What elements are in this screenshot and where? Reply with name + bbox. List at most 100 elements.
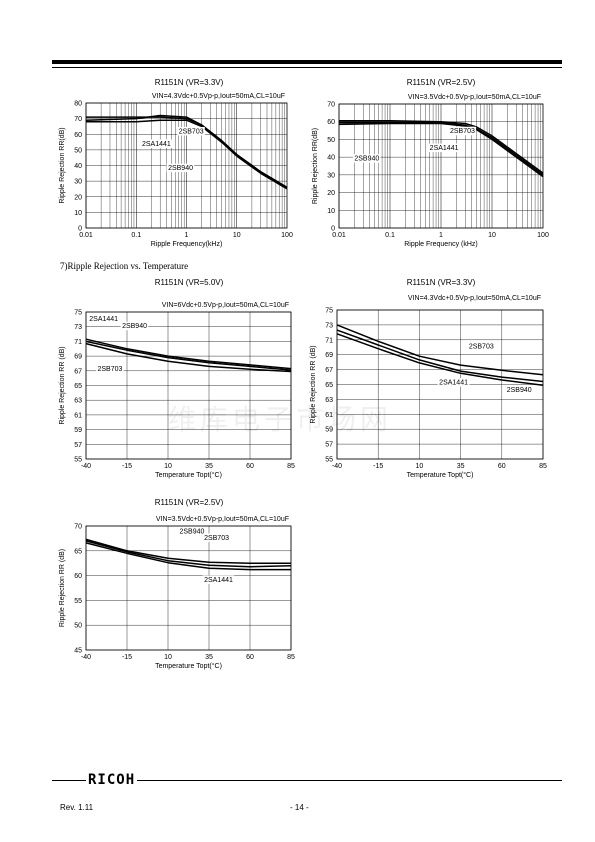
chart5-xtick-1: -15 <box>122 654 132 661</box>
chart5-subtitle: VIN=3.5Vdc+0.5Vp-p,Iout=50mA,CL=10uF <box>156 516 289 523</box>
chart5-xtick-2: 10 <box>164 654 172 661</box>
section-label: 7)Ripple Rejection vs. Temperature <box>60 261 189 271</box>
chart5-ytick-4: 65 <box>74 548 82 555</box>
chart2-xtick-2: 1 <box>439 232 443 239</box>
chart2-xtick-4: 100 <box>537 232 549 239</box>
chart2-ytick-1: 10 <box>327 208 335 215</box>
chart5-xlabel: Temperature Topt(°C) <box>155 662 222 670</box>
chart2-ylabel: Ripple Rejection RR(dB) <box>312 128 319 204</box>
chart4-xtick-3: 35 <box>457 463 465 470</box>
chart4-ylabel: Ripple Rejection RR (dB) <box>310 345 317 423</box>
chart1-ytick-0: 0 <box>78 226 82 233</box>
chart2-label-bg-1 <box>428 143 460 153</box>
chart5-ytick-1: 50 <box>74 623 82 630</box>
chart3-ytick-5: 65 <box>74 383 82 390</box>
chart5-label-2SB703: 2SB703 <box>204 535 229 542</box>
chart1-series-2SB703 <box>85 114 288 189</box>
chart4-label-2SA1441: 2SA1441 <box>439 380 468 387</box>
chart3-label-bg-2 <box>95 364 124 373</box>
chart5-label-2SA1441: 2SA1441 <box>204 577 233 584</box>
chart3-frame <box>85 311 292 460</box>
chart4-xlabel: Temperature Topt(°C) <box>407 471 474 479</box>
chart1-label-bg-2 <box>166 163 195 173</box>
chart5-ytick-3: 60 <box>74 573 82 580</box>
chart4-ytick-10: 75 <box>325 308 333 315</box>
chart1-ytick-8: 80 <box>74 101 82 108</box>
chart5-label-bg-1 <box>202 533 231 542</box>
chart1-ytick-6: 60 <box>74 132 82 139</box>
chart1-ytick-7: 70 <box>74 116 82 123</box>
chart2-ytick-0: 0 <box>331 226 335 233</box>
chart3-xtick-2: 10 <box>164 463 172 470</box>
chart3-ytick-0: 55 <box>74 457 82 464</box>
chart4-ytick-4: 63 <box>325 397 333 404</box>
chart1-ytick-5: 50 <box>74 147 82 154</box>
chart2-ytick-7: 70 <box>327 102 335 109</box>
chart3-ytick-10: 75 <box>74 310 82 317</box>
chart3-series-2SB940 <box>85 340 292 371</box>
chart3-ytick-9: 73 <box>74 324 82 331</box>
chart3-ytick-4: 63 <box>74 398 82 405</box>
chart4-xtick-1: -15 <box>373 463 383 470</box>
chart2-ytick-5: 50 <box>327 137 335 144</box>
chart3-label-bg-0 <box>87 314 120 323</box>
footer-rule <box>52 780 562 781</box>
chart5-label-2SB940: 2SB940 <box>179 528 204 535</box>
chart3-label-bg-1 <box>120 321 149 331</box>
chart4-series-2SB703 <box>336 324 544 376</box>
chart1-label-bg-1 <box>140 139 173 148</box>
watermark: 维库电子市场网 <box>168 403 393 436</box>
chart4-label-2SB940: 2SB940 <box>507 387 532 394</box>
chart4-label-bg-2 <box>505 385 533 394</box>
chart1-subtitle: VIN=4.3Vdc+0.5Vp-p,Iout=50mA,CL=10uF <box>152 93 285 100</box>
chart2-label-bg-0 <box>448 126 477 136</box>
chart1-xtick-1: 0.1 <box>131 232 141 239</box>
chart1-label-2SB940: 2SB940 <box>168 165 193 172</box>
chart3-label-2SB940: 2SB940 <box>122 323 147 330</box>
revision-label: Rev. 1.11 <box>60 803 94 812</box>
chart4-series-2SA1441 <box>336 329 544 383</box>
chart5-ylabel: Ripple Rejection RR (dB) <box>59 549 66 627</box>
chart4-ytick-6: 67 <box>325 367 333 374</box>
chart5-xtick-5: 85 <box>287 654 295 661</box>
chart4-ytick-2: 59 <box>325 427 333 434</box>
chart3-xtick-1: -15 <box>122 463 132 470</box>
chart5-title: R1151N (VR=2.5V) <box>155 498 224 507</box>
chart2-ytick-2: 20 <box>327 190 335 197</box>
chart5-ytick-0: 45 <box>74 648 82 655</box>
chart3-label-2SB703: 2SB703 <box>97 366 122 373</box>
chart2-ytick-6: 60 <box>327 119 335 126</box>
chart1-ytick-3: 30 <box>74 179 82 186</box>
chart4-ytick-7: 69 <box>325 352 333 359</box>
chart5-xtick-0: -40 <box>81 654 91 661</box>
chart3-ytick-7: 69 <box>74 354 82 361</box>
chart2-xtick-1: 0.1 <box>385 232 395 239</box>
chart5-label-bg-0 <box>177 526 206 536</box>
chart4-xtick-4: 60 <box>498 463 506 470</box>
header-rule-thick <box>52 60 562 64</box>
chart4-title: R1151N (VR=3.3V) <box>407 278 476 287</box>
chart4-subtitle: VIN=4.3Vdc+0.5Vp-p,Iout=50mA,CL=10uF <box>408 295 541 302</box>
chart3-ytick-1: 57 <box>74 442 82 449</box>
chart1-xtick-0: 0.01 <box>79 232 93 239</box>
chart4-xtick-0: -40 <box>332 463 342 470</box>
chart5-ytick-2: 55 <box>74 598 82 605</box>
chart1-series-2SB940 <box>86 119 288 190</box>
chart2-label-2SB940: 2SB940 <box>354 156 379 163</box>
chart4-label-2SB703: 2SB703 <box>469 344 494 351</box>
chart4-ytick-5: 65 <box>325 382 333 389</box>
chart1-title: R1151N (VR=3.3V) <box>155 78 224 87</box>
chart2-subtitle: VIN=3.5Vdc+0.5Vp-p,Iout=50mA,CL=10uF <box>408 94 541 101</box>
chart4-ytick-3: 61 <box>325 412 333 419</box>
chart2-xtick-3: 10 <box>488 232 496 239</box>
chart1-xtick-4: 100 <box>281 232 293 239</box>
chart3-ytick-3: 61 <box>74 412 82 419</box>
chart1-ytick-2: 20 <box>74 194 82 201</box>
page-number: - 14 - <box>290 803 309 812</box>
chart3-xtick-0: -40 <box>81 463 91 470</box>
chart5-series-2SA1441 <box>85 542 291 571</box>
chart2-ytick-3: 30 <box>327 172 335 179</box>
chart5-label-bg-2 <box>202 575 235 585</box>
chart3-series-2SB703 <box>85 342 292 373</box>
chart5-xtick-3: 35 <box>205 654 213 661</box>
